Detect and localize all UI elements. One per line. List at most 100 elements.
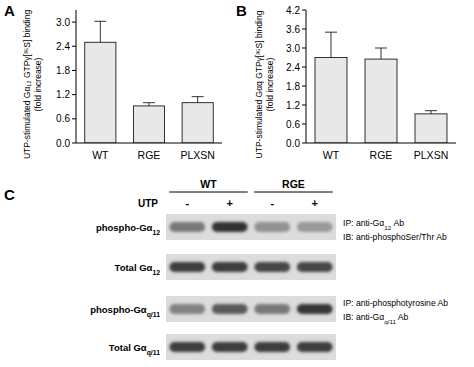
y-tick xyxy=(72,94,76,95)
label-text: IP: anti-Gα12 Ab xyxy=(343,218,404,231)
blot-band xyxy=(297,304,333,314)
label-text: phospho-Gα12 xyxy=(96,222,160,236)
error-bar xyxy=(94,21,106,42)
bar xyxy=(315,58,347,144)
error-stem xyxy=(197,97,198,103)
y-tick xyxy=(72,46,76,47)
y-tick xyxy=(302,29,306,30)
text-segment: phospho-Gα xyxy=(96,222,153,233)
group-label: RGE xyxy=(282,178,305,190)
blot-band xyxy=(212,342,248,352)
error-bar xyxy=(375,48,387,59)
blot-panel: CWTRGEUTP-+-+phospho-Gα12Total Gα12phosp… xyxy=(4,178,448,360)
y-tick xyxy=(302,105,306,106)
bar xyxy=(133,106,164,143)
y-tick-label: 3.0 xyxy=(56,17,70,28)
y-tick xyxy=(72,22,76,23)
blot-strip xyxy=(166,254,336,280)
text-segment: IB: anti-Gα xyxy=(343,312,384,322)
bar xyxy=(415,114,447,143)
blot-strip xyxy=(166,296,336,322)
y-tick xyxy=(302,67,306,68)
bar xyxy=(85,42,116,143)
bar xyxy=(365,59,397,143)
y-tick-label: 4.2 xyxy=(286,5,300,16)
y-tick-label: 1.8 xyxy=(286,81,300,92)
error-cap xyxy=(425,110,437,111)
x-tick-label: RGE xyxy=(138,149,161,161)
y-tick-label: 0.0 xyxy=(56,138,70,149)
treatment-sign: + xyxy=(312,197,318,209)
text-segment: Total Gα xyxy=(109,342,147,353)
label-text: IB: anti-phosphoSer/Thr Ab xyxy=(343,232,447,242)
blot-band xyxy=(254,222,290,232)
x-axis-line xyxy=(306,143,456,144)
y-tick xyxy=(302,143,306,144)
y-tick xyxy=(72,118,76,119)
y-tick xyxy=(302,10,306,11)
error-stem xyxy=(381,48,382,59)
label-text: phospho-Gαq/11 xyxy=(90,304,160,319)
blot-band xyxy=(254,304,290,314)
error-cap xyxy=(143,102,155,103)
blot-band xyxy=(169,262,205,272)
y-tick-label: 2.4 xyxy=(56,41,70,52)
treatment-sign: - xyxy=(185,197,189,209)
blot-band xyxy=(212,304,248,314)
x-axis-line xyxy=(76,143,222,144)
y-tick xyxy=(302,48,306,49)
error-cap xyxy=(375,48,387,49)
y-tick-label: 1.8 xyxy=(56,65,70,76)
y-tick-label: 0.6 xyxy=(286,119,300,130)
blot-band xyxy=(212,222,248,232)
y-tick xyxy=(72,143,76,144)
blot-band xyxy=(297,342,333,352)
y-tick-label: 0.0 xyxy=(286,138,300,149)
error-cap xyxy=(192,96,204,97)
y-tick-label: 0.6 xyxy=(56,113,70,124)
blot-strip xyxy=(166,214,336,240)
blot-strip xyxy=(166,334,336,360)
error-stem xyxy=(331,32,332,57)
y-axis-line xyxy=(306,10,307,143)
y-axis-label: (fold increase) xyxy=(33,57,43,111)
error-bar xyxy=(425,111,437,114)
label-text: Total Gα12 xyxy=(115,262,161,276)
x-tick-label: WT xyxy=(323,149,340,161)
error-bar xyxy=(325,32,337,57)
panel-label: A xyxy=(4,2,15,19)
text-segment: Total Gα xyxy=(115,262,153,273)
panel-label: B xyxy=(236,2,247,19)
subscript: q/11 xyxy=(147,311,160,319)
y-axis-label: (fold increase) xyxy=(265,57,275,111)
treatment-sign: + xyxy=(227,197,233,209)
treatment-sign: - xyxy=(270,197,274,209)
chart-panel: AUTP-stimulated Gα₁₂ GTPγ[³⁵S] binding(f… xyxy=(4,2,222,161)
treatment-label: UTP xyxy=(138,198,158,209)
subscript: q/11 xyxy=(384,318,396,325)
y-tick-label: 1.2 xyxy=(286,100,300,111)
error-stem xyxy=(149,103,150,106)
error-cap xyxy=(325,32,337,33)
y-tick xyxy=(302,86,306,87)
label-text: IB: anti-Gαq/11 Ab xyxy=(343,312,409,325)
blot-band xyxy=(169,222,205,232)
figure: AUTP-stimulated Gα₁₂ GTPγ[³⁵S] binding(f… xyxy=(0,0,474,367)
bar xyxy=(182,103,213,143)
blot-band xyxy=(169,304,205,314)
blot-band xyxy=(254,262,290,272)
text-segment: phospho-Gα xyxy=(90,304,147,315)
label-text: Total Gαq/11 xyxy=(109,342,160,357)
group-label: WT xyxy=(200,178,217,190)
y-tick-label: 2.4 xyxy=(286,62,300,73)
subscript: q/11 xyxy=(147,349,160,357)
error-stem xyxy=(100,21,101,42)
y-tick-label: 1.2 xyxy=(56,89,70,100)
blot-band xyxy=(297,222,333,232)
text-segment: IB: anti-phosphoSer/Thr Ab xyxy=(343,232,447,242)
chart-panel: BUTP-stimulated Gαq GTPγ[³⁵S] binding(fo… xyxy=(236,2,456,161)
text-segment: Ab xyxy=(396,312,409,322)
blot-band xyxy=(169,342,205,352)
x-tick-label: RGE xyxy=(370,149,393,161)
y-tick xyxy=(302,124,306,125)
